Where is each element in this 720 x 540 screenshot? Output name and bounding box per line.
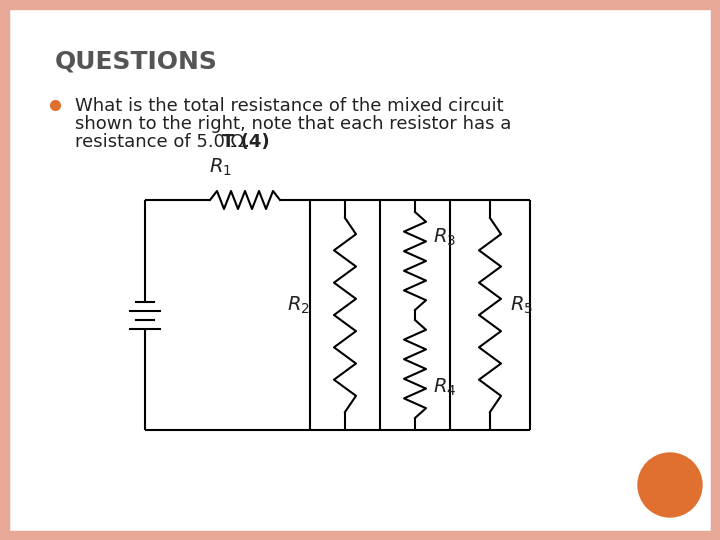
Text: $R_3$: $R_3$ xyxy=(433,227,456,248)
Text: QUESTIONS: QUESTIONS xyxy=(55,50,218,74)
Text: What is the total resistance of the mixed circuit: What is the total resistance of the mixe… xyxy=(75,97,503,115)
Text: $R_4$: $R_4$ xyxy=(433,377,456,398)
Text: T (4): T (4) xyxy=(222,133,269,151)
Text: resistance of 5.0 Ω.: resistance of 5.0 Ω. xyxy=(75,133,256,151)
Circle shape xyxy=(638,453,702,517)
Text: $R_1$: $R_1$ xyxy=(209,157,231,178)
Text: shown to the right, note that each resistor has a: shown to the right, note that each resis… xyxy=(75,115,511,133)
Text: $R_2$: $R_2$ xyxy=(287,294,310,316)
Text: $R_5$: $R_5$ xyxy=(510,294,533,316)
